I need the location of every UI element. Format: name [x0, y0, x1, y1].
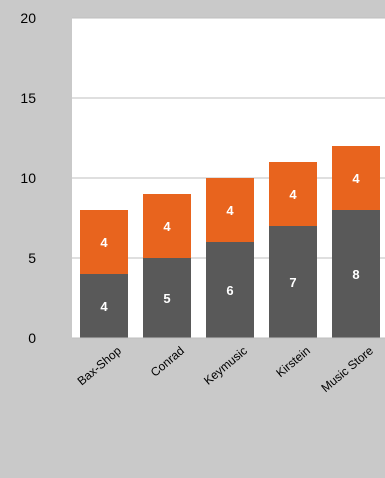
data-label: 4: [289, 187, 297, 202]
bar-segment-gray: [332, 210, 380, 338]
x-category-label: Music Store: [318, 343, 376, 395]
data-label: 6: [226, 283, 233, 298]
x-category-label: Keymusic: [201, 344, 250, 388]
bar-segment-gray: [80, 274, 128, 338]
bar-segment-orange: [206, 178, 254, 242]
y-tick-label: 0: [28, 330, 36, 346]
data-label: 5: [163, 291, 170, 306]
x-category-label: Kirstein: [273, 344, 313, 380]
bar-segment-orange: [80, 210, 128, 274]
data-label: 4: [226, 203, 234, 218]
bars: [80, 146, 380, 338]
y-tick-label: 15: [20, 90, 36, 106]
data-label: 4: [100, 235, 108, 250]
data-label: 8: [352, 267, 359, 282]
y-tick-label: 10: [20, 170, 36, 186]
bar-segment-gray: [206, 242, 254, 338]
bar-segment-orange: [143, 194, 191, 258]
data-labels: 4 4 5 4 6 4 7 4 8 4: [100, 171, 360, 314]
x-category-label: Conrad: [148, 344, 187, 380]
data-label: 7: [289, 275, 296, 290]
bar-segment-gray: [143, 258, 191, 338]
x-axis-categories: Bax-Shop Conrad Keymusic Kirstein Music Stor…: [75, 343, 377, 395]
y-tick-label: 20: [20, 10, 36, 26]
data-label: 4: [163, 219, 171, 234]
x-category-label: Bax-Shop: [75, 343, 125, 388]
bar-segment-orange: [332, 146, 380, 210]
data-label: 4: [352, 171, 360, 186]
bar-segment-gray: [269, 226, 317, 338]
data-label: 4: [100, 299, 108, 314]
y-tick-label: 5: [28, 250, 36, 266]
bar-segment-orange: [269, 162, 317, 226]
y-axis-ticks: 0 5 10 15 20: [20, 10, 36, 346]
